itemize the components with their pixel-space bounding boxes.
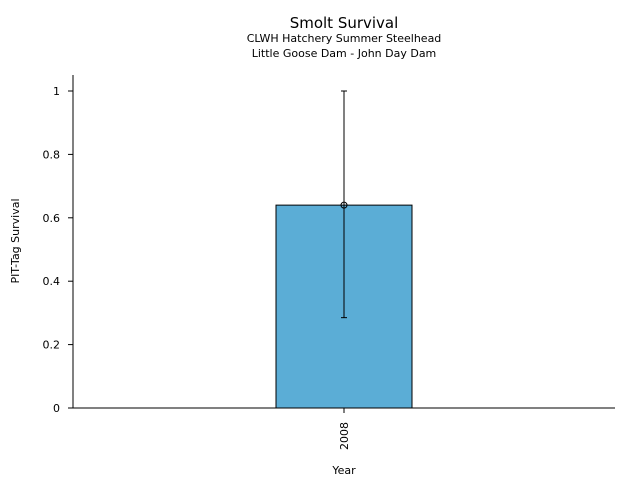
chart-subtitle-line-2: Little Goose Dam - John Day Dam <box>252 47 437 60</box>
point-marker <box>340 201 348 209</box>
chart-title: Smolt Survival <box>290 14 399 32</box>
y-tick-label: 0 <box>53 402 60 415</box>
y-tick-label: 0.6 <box>43 212 61 225</box>
y-tick-label: 0.4 <box>43 275 61 288</box>
x-ticks: 2008 <box>338 408 351 450</box>
y-axis-label: PIT-Tag Survival <box>9 198 22 283</box>
y-ticks: 0 0.2 0.4 0.6 0.8 1 <box>43 85 73 415</box>
y-tick-label: 0.8 <box>43 148 61 161</box>
x-axis-label: Year <box>331 464 356 477</box>
x-tick-label: 2008 <box>338 422 351 450</box>
y-tick-label: 0.2 <box>43 339 61 352</box>
y-tick-label: 1 <box>53 85 60 98</box>
chart-subtitle-line-1: CLWH Hatchery Summer Steelhead <box>247 32 442 45</box>
plot-area <box>275 90 413 409</box>
